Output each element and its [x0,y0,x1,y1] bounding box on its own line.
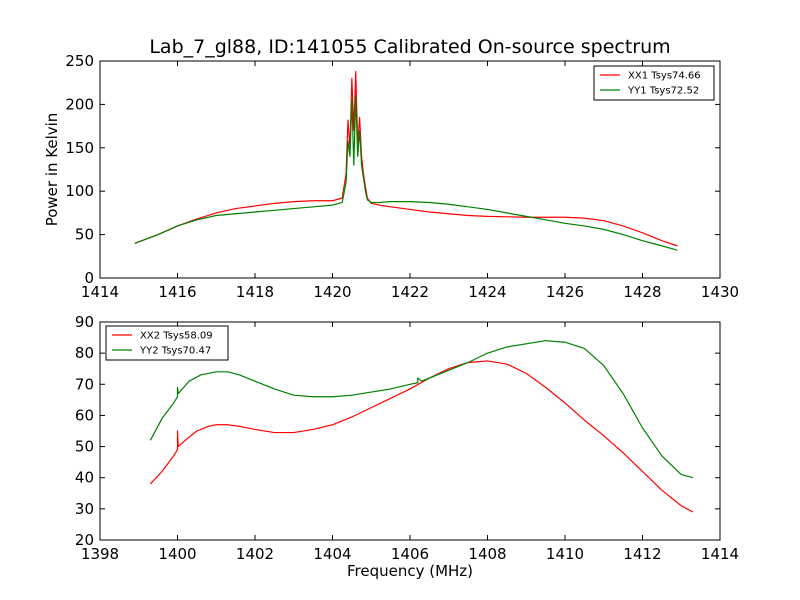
x-tick-label: 1428 [623,283,661,301]
x-tick-label: 1402 [236,545,274,563]
legend-box [105,325,229,361]
series-line-xx2 [149,360,694,513]
top-plot: 1414 1416 1418 1420 1422 1424 1426 1428 1430 0 50 1… [43,52,739,301]
x-tick-label: 1400 [158,545,196,563]
y-tick-label: 60 [75,406,94,424]
legend-box [593,65,715,101]
x-tick-label: 1420 [313,283,351,301]
bottom-plot: 1398 1400 1402 1404 1406 1408 1410 1412 1414 20 30… [75,313,739,580]
x-tick-label: 1430 [701,283,739,301]
x-axis-label: Frequency (MHz) [347,562,473,580]
y-tick-label: 80 [75,344,94,362]
y-tick-label: 50 [75,226,94,244]
legend-entry-label: YY1 Tsys72.52 [627,86,699,97]
x-tick-label: 1406 [391,545,429,563]
x-tick-label: 1426 [546,283,584,301]
y-axis-label: Power in Kelvin [43,113,61,227]
x-tick-label: 1414 [701,545,739,563]
x-tick-label: 1422 [391,283,429,301]
legend-entry-label: XX2 Tsys58.09 [140,331,213,342]
y-tick-label: 90 [75,313,94,331]
x-tick-label: 1418 [236,283,274,301]
y-tick-label: 70 [75,375,94,393]
x-tick-label: 1408 [468,545,506,563]
series-line-yy1 [134,95,678,251]
series-line-xx1 [134,70,678,247]
x-tick-label: 1424 [468,283,506,301]
y-tick-label: 40 [75,469,94,487]
y-tick-label: 20 [75,531,94,549]
legend-entry-label: XX1 Tsys74.66 [628,71,701,82]
y-tick-label: 30 [75,500,94,518]
y-tick-label: 50 [75,438,94,456]
y-tick-label: 200 [65,95,94,113]
x-tick-label: 1412 [623,545,661,563]
y-tick-label: 150 [65,139,94,157]
series-line-yy2 [149,340,694,479]
x-tick-label: 1410 [546,545,584,563]
x-tick-label: 1414 [81,283,119,301]
y-tick-label: 100 [65,182,94,200]
y-tick-label: 250 [65,52,94,70]
chart-title: Lab_7_gl88, ID:141055 Calibrated On-sour… [149,36,670,58]
x-tick-label: 1416 [158,283,196,301]
y-tick-label: 0 [84,269,94,287]
x-tick-label: 1404 [313,545,351,563]
x-tick-label: 1398 [81,545,119,563]
legend-entry-label: YY2 Tsys70.47 [139,346,211,357]
